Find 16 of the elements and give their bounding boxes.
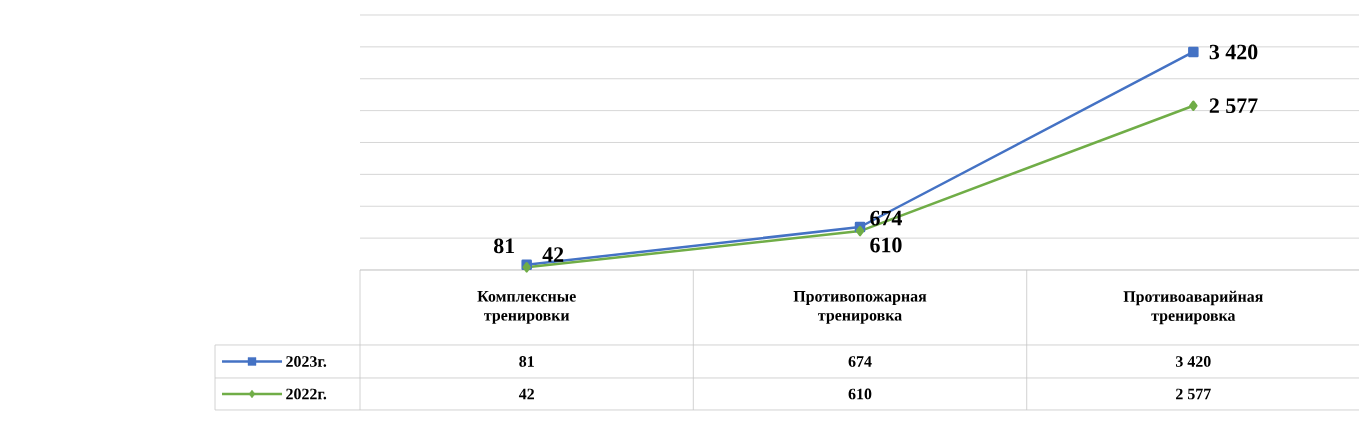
data-label: 3 420 [1175,356,1211,367]
text: 42 [542,247,564,262]
legend-label: 2023г. [286,356,327,367]
x-tick-label: Противопожарная тренировка [793,291,927,324]
text: 610 [870,237,902,253]
data-label: 610 [848,388,872,400]
data-label: 42 [518,388,534,400]
data-label: 81 [519,356,534,367]
text: 81 [493,238,515,254]
x-tick-label: Комплексные тренировки [477,291,576,324]
data-label: 2 577 [1176,388,1211,400]
text: 2 577 [1209,98,1258,114]
text: 3 420 [1209,44,1258,60]
legend-label: 2022г. [286,388,327,400]
data-label: 674 [848,356,872,367]
x-tick-label: Противоаварийная тренировка [1123,290,1263,325]
